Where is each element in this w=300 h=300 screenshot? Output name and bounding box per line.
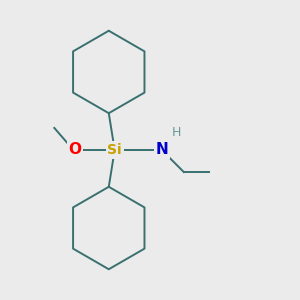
Text: O: O (68, 142, 81, 158)
Text: H: H (172, 126, 181, 139)
Text: Si: Si (107, 143, 122, 157)
Text: N: N (155, 142, 168, 158)
